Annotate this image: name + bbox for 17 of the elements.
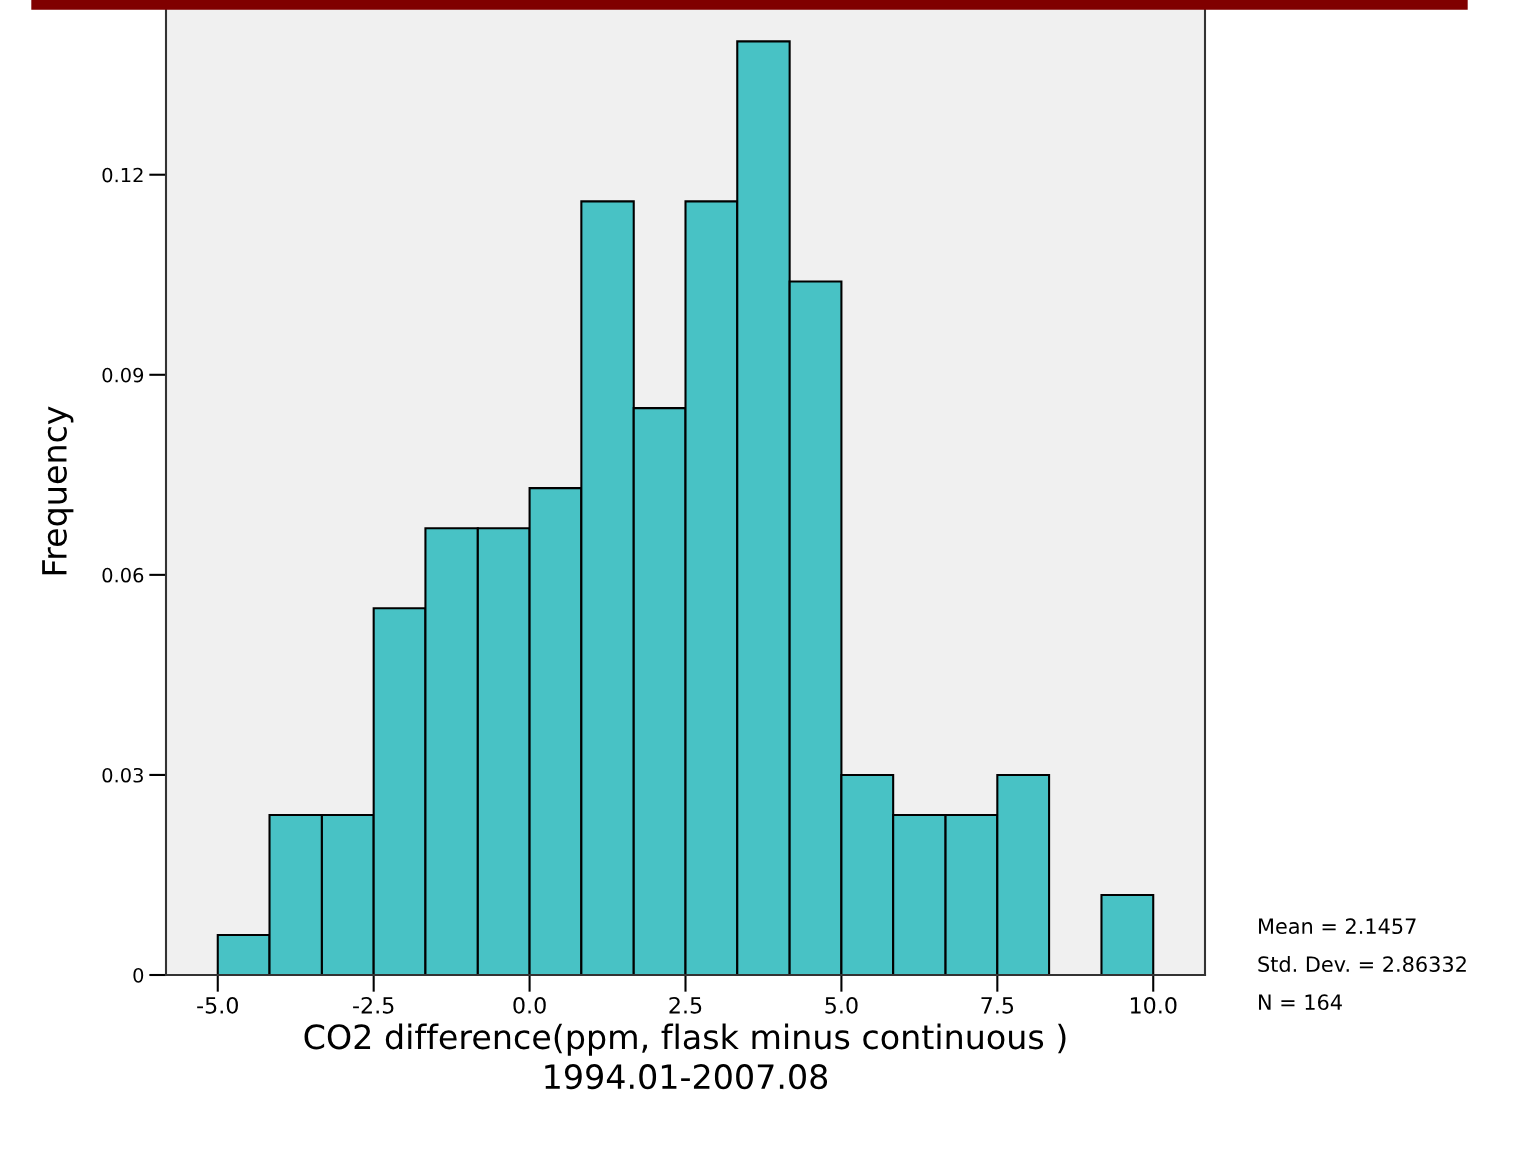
y-tick-label: 0.09: [102, 367, 144, 383]
text: N = 164: [1259, 994, 1342, 1011]
x-tick-label: 0.0: [513, 996, 546, 1014]
x-tick-label: -2.5: [353, 996, 394, 1014]
x-axis-title: CO2 difference(ppm, flask minus continuous ) 1994.01-2007.08: [304, 1023, 1066, 1090]
y-tick-label: 0: [133, 967, 144, 983]
text: Mean = 2.1457: [1259, 918, 1416, 935]
x-tick-label: 7.5: [981, 997, 1014, 1014]
y-tick-label: 0.03: [102, 767, 143, 783]
y-tick-label: 0.06: [102, 567, 144, 583]
x-tick-label: 5.0: [825, 996, 858, 1014]
text: Std. Dev. = 2.86332: [1258, 955, 1466, 973]
x-tick-label: -5.0: [197, 996, 238, 1014]
y-axis-title: Frequency: [42, 406, 74, 575]
y-tick-label: 0.12: [102, 167, 143, 183]
x-tick-label: 10.0: [1130, 996, 1177, 1014]
x-tick-label: 2.5: [669, 996, 702, 1014]
